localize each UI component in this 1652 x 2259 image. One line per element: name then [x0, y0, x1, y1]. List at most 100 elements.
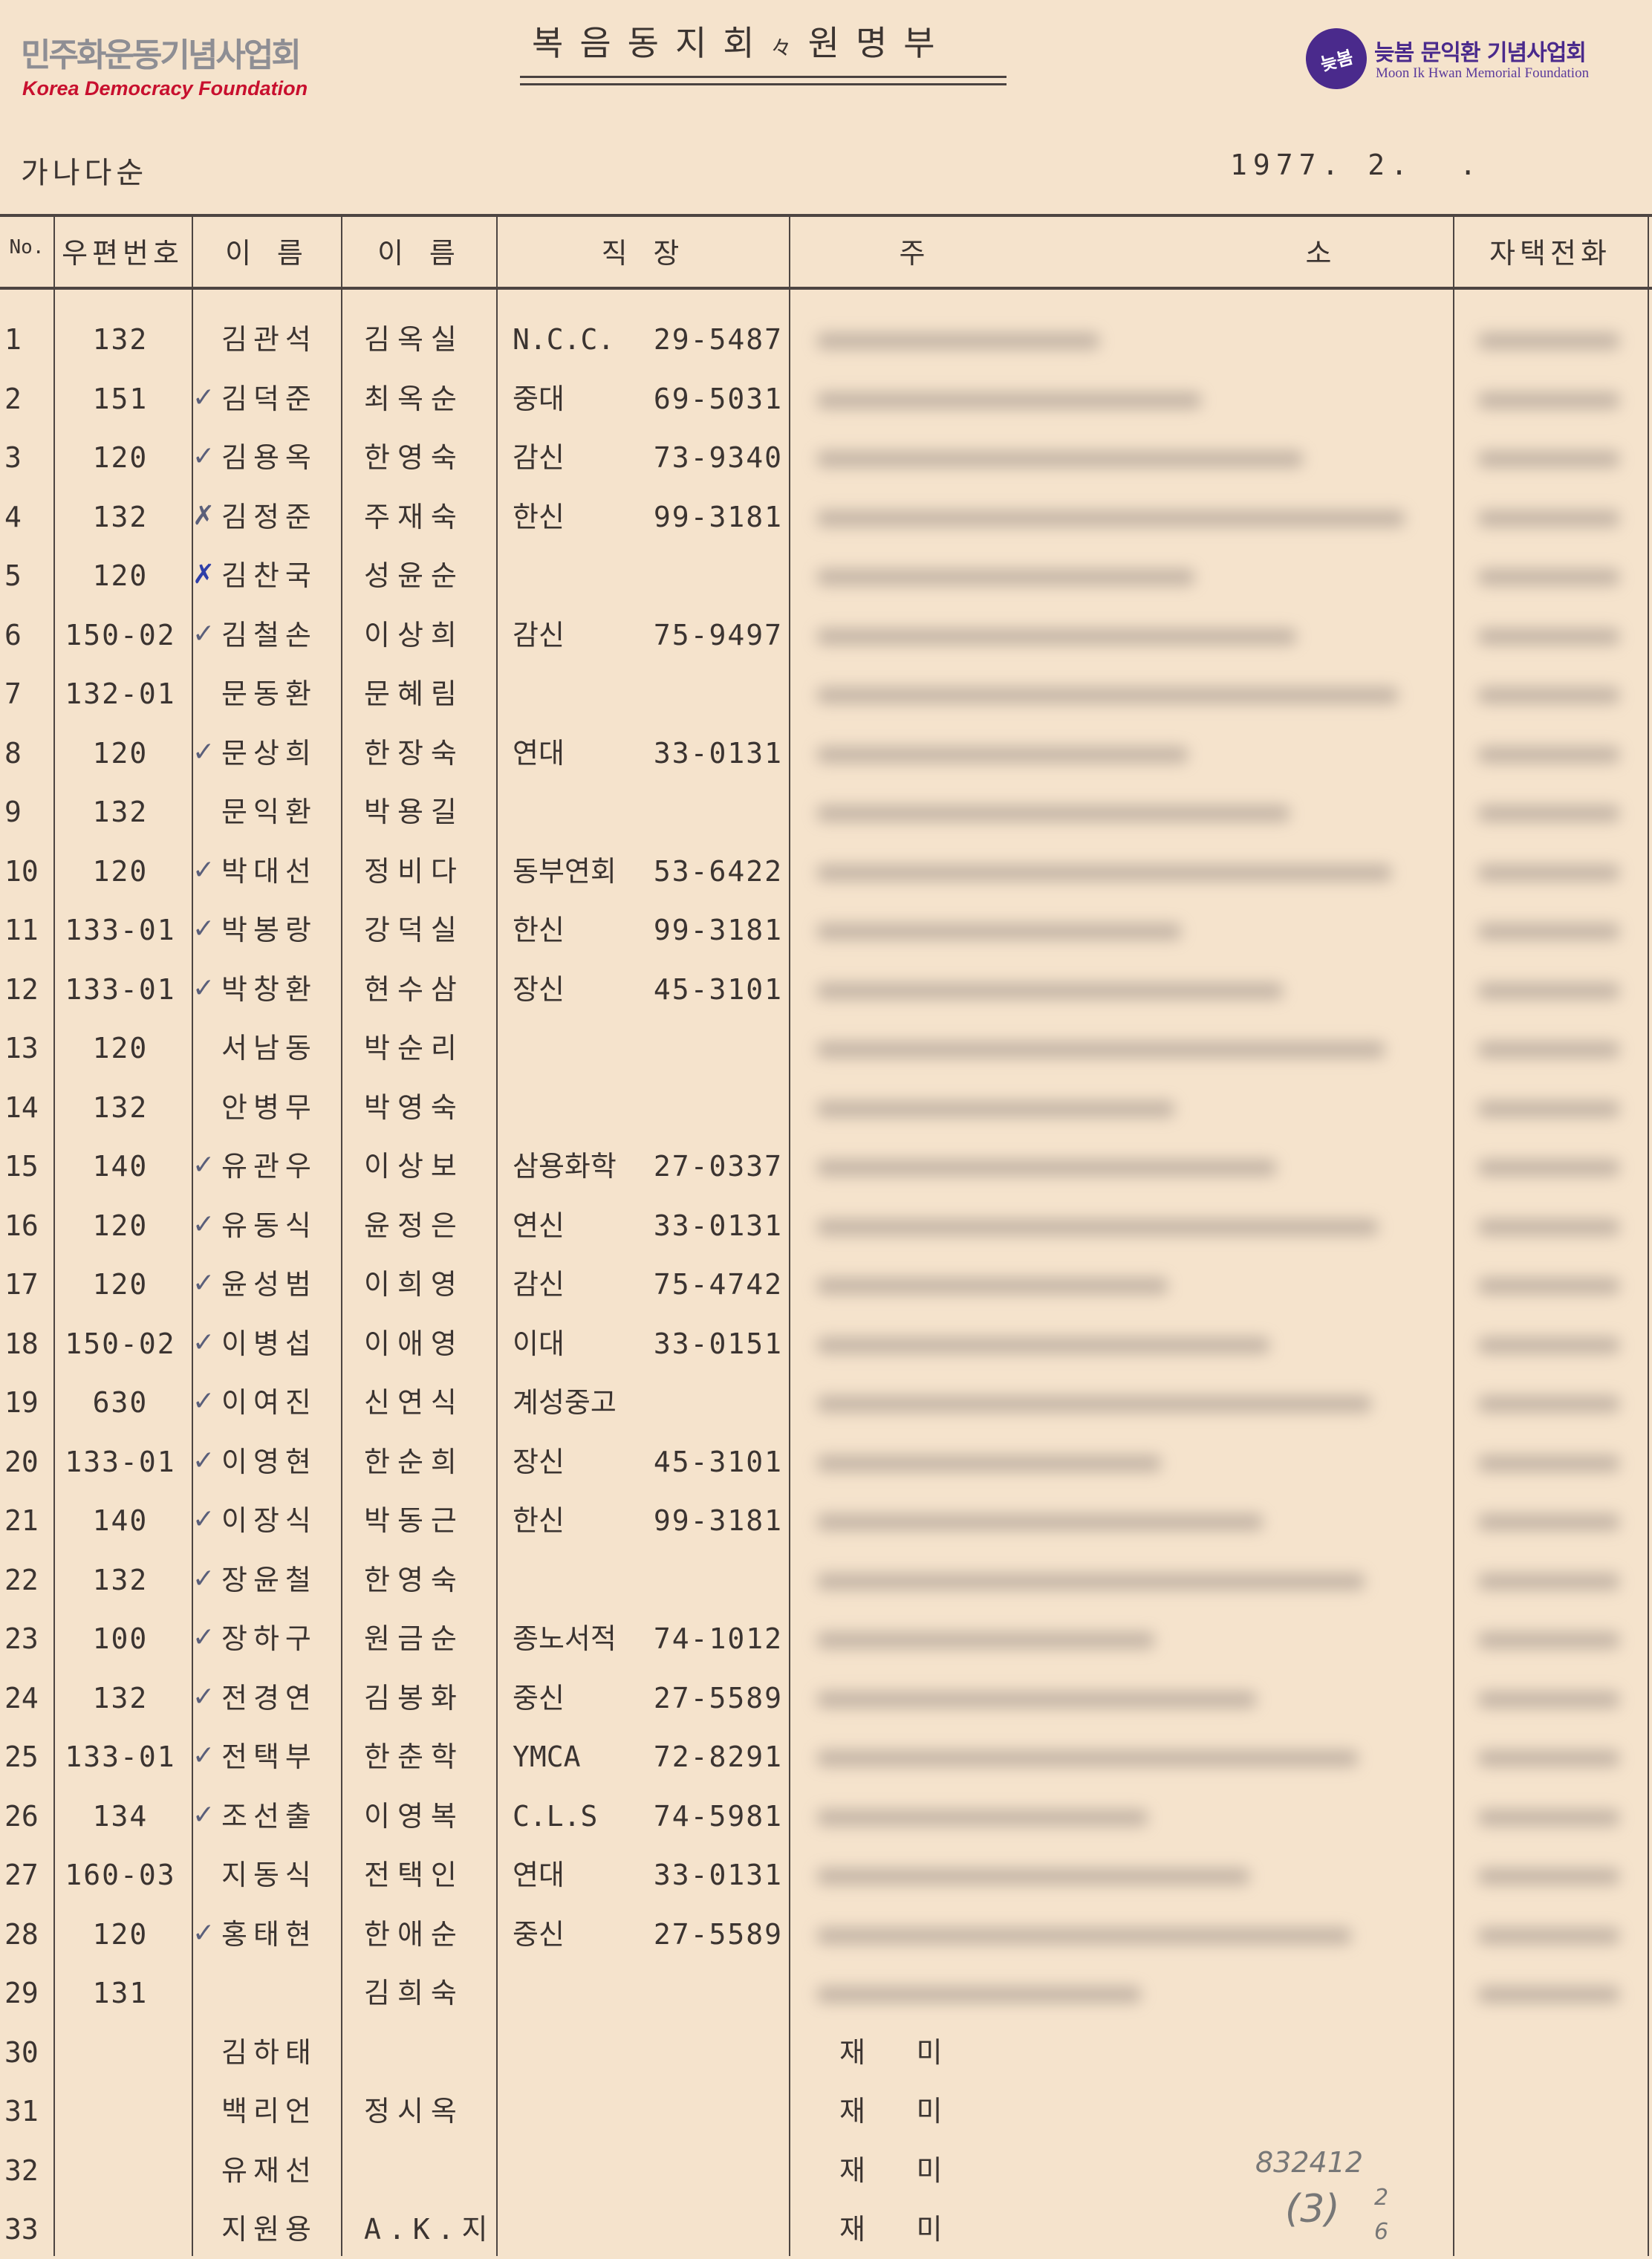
workplace-phone — [645, 1374, 783, 1432]
workplace: 감신 — [513, 1268, 565, 1301]
redacted-address — [817, 1632, 1154, 1648]
spouse-name: 박용길 — [364, 796, 464, 828]
spouse-name: 주재숙 — [364, 500, 464, 533]
column-header: 이 름 — [225, 237, 308, 270]
row-number: 31 — [4, 2095, 39, 2128]
spouse-name: 원금순 — [364, 1622, 464, 1655]
row-number: 33 — [4, 2213, 39, 2246]
postal-code: 120 — [92, 854, 149, 888]
member-name: 이영현 — [221, 1445, 317, 1478]
postal-code: 140 — [92, 1504, 149, 1537]
workplace: 한신 — [513, 914, 565, 946]
row-number: 30 — [4, 2035, 39, 2069]
checkmark-icon: ✓ — [192, 1563, 215, 1594]
postal-code: 120 — [92, 1268, 149, 1301]
redacted-home-phone — [1478, 923, 1619, 940]
redacted-address — [817, 1750, 1358, 1766]
member-name: 조선출 — [221, 1799, 317, 1833]
checkmark-icon: ✓ — [192, 1622, 215, 1653]
checkmark-icon: ✓ — [192, 618, 215, 649]
column-divider — [496, 215, 498, 2256]
column-header: 소 — [1305, 237, 1336, 270]
workplace: 중신 — [513, 1681, 565, 1714]
row-number: 1 — [4, 323, 22, 356]
member-name: 유재선 — [221, 2154, 317, 2187]
workplace-phone — [645, 1551, 783, 1610]
workplace-phone — [645, 783, 783, 842]
member-name: 장윤철 — [221, 1563, 317, 1596]
spouse-name: 최옥순 — [364, 382, 464, 415]
spouse-name: 신연식 — [364, 1386, 464, 1419]
row-number: 16 — [4, 1209, 39, 1242]
spouse-name: 김희숙 — [364, 1977, 464, 2009]
row-number: 23 — [4, 1622, 39, 1655]
redacted-home-phone — [1478, 805, 1619, 822]
workplace-phone: 53-6422 — [653, 854, 783, 888]
redacted-address — [817, 923, 1181, 940]
redacted-home-phone — [1478, 746, 1619, 763]
redacted-address — [817, 1396, 1371, 1412]
redacted-address — [817, 1160, 1276, 1176]
address: 재 미 — [839, 2035, 943, 2069]
redacted-address — [817, 1573, 1365, 1590]
row-number: 6 — [4, 618, 22, 651]
spouse-name: 정비다 — [364, 854, 464, 888]
redacted-home-phone — [1478, 1514, 1619, 1530]
column-header: No. — [9, 236, 45, 259]
workplace-phone: 99-3181 — [653, 1504, 783, 1537]
member-name: 김정준 — [221, 500, 317, 533]
postal-code: 132-01 — [65, 677, 176, 710]
row-number: 24 — [4, 1681, 39, 1714]
spouse-name: 한순희 — [364, 1445, 464, 1478]
spouse-name: 강덕실 — [364, 914, 464, 946]
workplace-phone: 99-3181 — [653, 500, 783, 533]
redacted-address — [817, 1691, 1256, 1708]
member-name: 박봉랑 — [221, 914, 317, 946]
postal-code: 132 — [92, 796, 149, 828]
column-divider — [1648, 215, 1649, 2256]
checkmark-icon: ✓ — [192, 1386, 215, 1417]
workplace-phone: 99-3181 — [653, 914, 783, 946]
workplace: N.C.C. — [513, 323, 615, 356]
workplace: 연대 — [513, 736, 565, 770]
redacted-address — [817, 746, 1188, 763]
redacted-home-phone — [1478, 1809, 1619, 1826]
postal-code: 132 — [92, 323, 149, 356]
redacted-address — [817, 569, 1194, 585]
checkmark-icon: ✓ — [192, 854, 215, 885]
postal-code: 100 — [92, 1622, 149, 1655]
row-number: 29 — [4, 1977, 39, 2009]
workplace-phone — [645, 2200, 783, 2259]
workplace: YMCA — [513, 1740, 581, 1773]
member-name: 박창환 — [221, 972, 317, 1006]
column-divider — [1453, 215, 1454, 2256]
moon-foundation-english: Moon Ik Hwan Memorial Foundation — [1376, 65, 1590, 81]
redacted-home-phone — [1478, 333, 1619, 349]
workplace-phone — [645, 2082, 783, 2141]
workplace-phone: 73-9340 — [653, 441, 783, 474]
redacted-address — [817, 1454, 1161, 1472]
address: 재 미 — [839, 2213, 943, 2246]
workplace: 동부연회 — [513, 854, 617, 888]
row-number: 14 — [4, 1091, 39, 1124]
redacted-address — [817, 805, 1290, 822]
redacted-address — [817, 1868, 1249, 1885]
member-name: 김덕준 — [221, 382, 317, 415]
workplace-phone: 27-5589 — [653, 1917, 783, 1951]
postal-code: 150-02 — [65, 618, 176, 651]
checkmark-icon: ✓ — [192, 1268, 215, 1298]
redacted-address — [817, 1100, 1174, 1117]
row-number: 2 — [4, 382, 22, 415]
postal-code: 120 — [92, 1917, 149, 1951]
member-name: 김용옥 — [221, 441, 317, 474]
postal-code: 151 — [92, 382, 149, 415]
workplace: 연대 — [513, 1859, 565, 1891]
row-number: 21 — [4, 1504, 39, 1537]
redacted-home-phone — [1478, 1573, 1619, 1590]
redacted-home-phone — [1478, 1927, 1619, 1944]
member-name: 전택부 — [221, 1740, 317, 1773]
workplace-phone: 72-8291 — [653, 1740, 783, 1773]
member-name: 전경연 — [221, 1681, 317, 1714]
member-name: 박대선 — [221, 854, 317, 888]
row-number: 13 — [4, 1032, 39, 1065]
